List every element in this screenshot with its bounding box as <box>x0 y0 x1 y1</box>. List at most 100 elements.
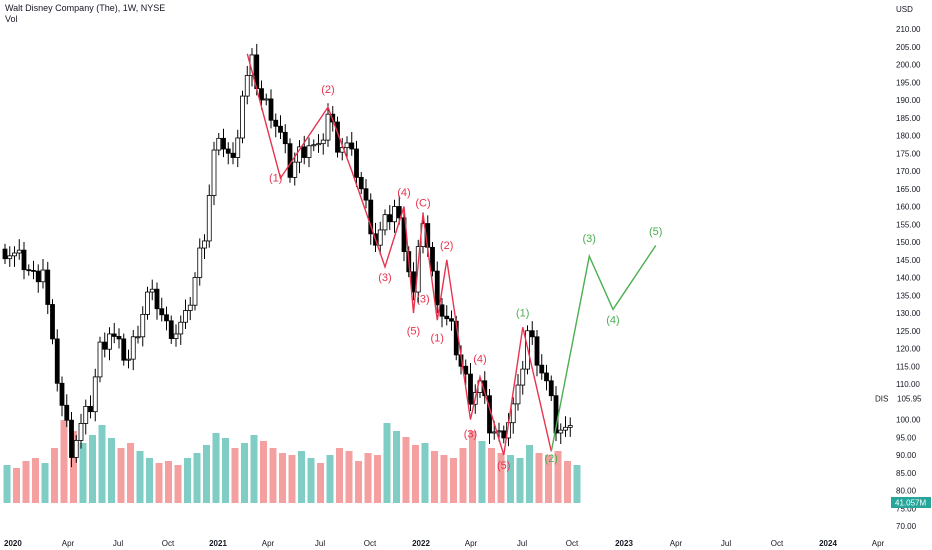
candle-body <box>520 368 526 386</box>
wave-label: (C) <box>415 198 430 210</box>
candle-body <box>377 229 383 246</box>
candle-body <box>282 131 288 145</box>
candle-body <box>221 137 226 150</box>
volume-bar <box>326 455 334 503</box>
candle-body <box>468 373 473 405</box>
candle-body <box>7 255 13 260</box>
wave-label: (4) <box>397 187 410 199</box>
candle-body <box>354 148 359 178</box>
candle-body <box>273 119 279 127</box>
volume-bar <box>13 468 20 503</box>
candle-body <box>140 314 146 338</box>
y-tick-label: 125.00 <box>896 327 921 336</box>
candle-body <box>444 315 450 320</box>
candle-body <box>534 336 540 366</box>
x-tick-label: Jul <box>315 539 325 548</box>
y-tick-label: 70.00 <box>896 522 917 531</box>
wave-label: (5) <box>497 460 510 472</box>
candle-body <box>363 188 369 201</box>
candle-body <box>396 206 402 219</box>
x-tick-label: Apr <box>465 539 478 548</box>
candle-body <box>154 288 160 310</box>
y-tick-label: 180.00 <box>896 132 921 141</box>
y-tick-label: 140.00 <box>896 274 921 283</box>
volume-bar <box>146 458 153 503</box>
volume-bar <box>393 431 400 503</box>
volume-bar <box>155 463 163 503</box>
volume-bar <box>364 453 372 503</box>
elliott-wave-lines <box>246 53 657 456</box>
wave-label: (5) <box>649 226 662 238</box>
candle-body <box>130 336 136 360</box>
candle-body <box>539 364 545 374</box>
candle-body <box>292 161 298 178</box>
candle-body <box>12 252 17 257</box>
volume-bar <box>260 441 267 503</box>
candle-body <box>54 338 60 384</box>
candle-body <box>567 425 573 428</box>
candle-body <box>168 320 174 339</box>
volume-bar <box>79 443 87 503</box>
volume-bar <box>70 431 77 503</box>
volume-bar <box>51 448 58 503</box>
wave-label: (1) <box>516 308 529 320</box>
volume-badge-text: 41.057M <box>895 499 926 508</box>
candle-body <box>501 430 507 439</box>
volume-badge <box>891 497 931 508</box>
y-tick-label: 80.00 <box>896 487 917 496</box>
x-tick-label: 2020 <box>4 539 22 548</box>
candle-body <box>259 88 264 101</box>
volume-bar <box>241 443 248 503</box>
volume-bar <box>478 441 486 503</box>
candle-body <box>126 358 131 361</box>
volume-bar <box>497 453 505 503</box>
wave-labels: (1) (2) (3) (4) (5) (C) (3) (1) (2) (3) (4) (5) (1) (… <box>269 84 662 472</box>
volume-bar <box>279 453 286 503</box>
volume-bar <box>516 458 524 503</box>
candle-body <box>544 372 549 382</box>
wave-label: (4) <box>606 315 619 327</box>
candle-body <box>558 429 564 434</box>
last-price-label: 105.95 <box>897 394 922 403</box>
candle-body <box>45 269 51 305</box>
chart-title: Walt Disney Company (The), 1W, NYSE <box>5 3 166 13</box>
volume-bar <box>431 451 438 503</box>
candle-body <box>287 143 293 178</box>
candle-body <box>59 382 65 406</box>
red-wave-line <box>246 53 552 456</box>
candle-body <box>173 333 179 339</box>
candle-body <box>235 137 241 158</box>
currency-label: USD <box>896 5 913 14</box>
candle-body <box>382 214 388 231</box>
y-tick-label: 150.00 <box>896 238 921 247</box>
candle-body <box>358 176 364 190</box>
candle-body <box>202 240 207 249</box>
candle-body <box>92 376 98 413</box>
candle-body <box>116 336 122 340</box>
candle-body <box>50 304 55 340</box>
candle-body <box>563 426 568 431</box>
candle-body <box>64 404 70 421</box>
candle-body <box>496 430 502 433</box>
candle-body <box>40 269 46 283</box>
x-tick-label: 2023 <box>615 539 633 548</box>
volume-bar <box>222 438 229 503</box>
volume-bar <box>450 458 457 503</box>
volume-bar <box>288 455 296 503</box>
candle-body <box>97 341 103 378</box>
candle-body <box>88 405 93 413</box>
volume-bar <box>41 463 49 503</box>
y-tick-label: 115.00 <box>896 362 920 371</box>
volume-bar <box>193 453 201 503</box>
y-tick-label: 165.00 <box>896 185 921 194</box>
x-tick-label: 2021 <box>209 539 227 548</box>
x-tick-label: Jul <box>721 539 731 548</box>
y-tick-label: 200.00 <box>896 61 921 70</box>
candle-body <box>316 143 321 146</box>
volume-bar <box>98 425 106 503</box>
volume-bar <box>345 451 353 503</box>
candle-body <box>325 113 331 141</box>
y-tick-label: 170.00 <box>896 167 921 176</box>
volume-bar <box>32 458 39 503</box>
